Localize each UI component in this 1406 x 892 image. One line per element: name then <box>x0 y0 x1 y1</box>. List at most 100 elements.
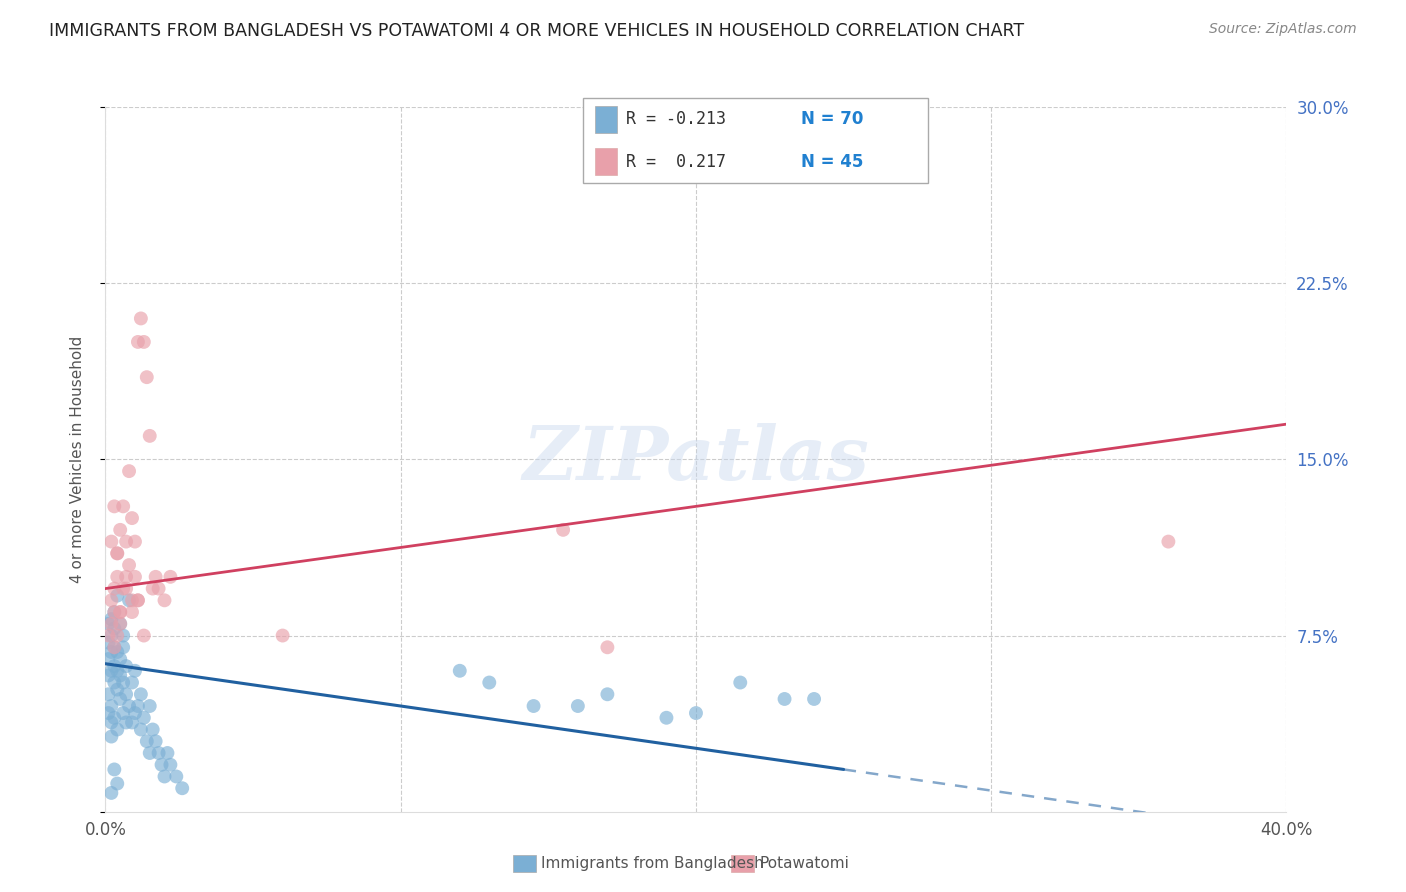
Point <box>145 734 167 748</box>
Point <box>148 582 170 596</box>
Point <box>103 605 125 619</box>
Point <box>478 675 501 690</box>
Y-axis label: 4 or more Vehicles in Household: 4 or more Vehicles in Household <box>70 335 84 583</box>
Point <box>100 593 122 607</box>
Point <box>150 757 173 772</box>
Point <box>100 616 122 631</box>
Point <box>100 534 122 549</box>
Point <box>103 763 125 777</box>
Point <box>105 645 128 659</box>
Point <box>135 734 157 748</box>
Text: Source: ZipAtlas.com: Source: ZipAtlas.com <box>1209 22 1357 37</box>
Point <box>773 692 796 706</box>
Text: ZIPatlas: ZIPatlas <box>523 423 869 496</box>
Point <box>105 546 128 560</box>
Point <box>100 699 122 714</box>
Text: Potawatomi: Potawatomi <box>759 856 849 871</box>
Point <box>449 664 471 678</box>
Point <box>110 605 132 619</box>
Point <box>97 706 120 720</box>
Point <box>115 659 138 673</box>
Text: N = 45: N = 45 <box>801 153 863 170</box>
Point <box>685 706 707 720</box>
Point <box>129 723 152 737</box>
Point <box>121 511 143 525</box>
Point <box>115 570 138 584</box>
Point <box>112 582 135 596</box>
Point <box>97 635 120 649</box>
Point <box>103 500 125 514</box>
Point <box>522 699 544 714</box>
Point <box>103 675 125 690</box>
Point <box>115 687 138 701</box>
Point <box>105 628 128 642</box>
Point <box>728 675 751 690</box>
Point <box>105 723 128 737</box>
Point <box>138 699 162 714</box>
Point <box>127 593 149 607</box>
Point <box>145 570 167 584</box>
Point <box>110 523 132 537</box>
Point <box>124 534 146 549</box>
Point <box>105 682 128 697</box>
Point <box>142 723 165 737</box>
Point <box>103 711 125 725</box>
Point <box>172 781 194 796</box>
Point <box>124 664 146 678</box>
Point <box>105 589 128 603</box>
Point <box>103 605 125 619</box>
Point <box>118 699 141 714</box>
Point <box>118 593 141 607</box>
Point <box>127 699 149 714</box>
Point <box>103 640 125 655</box>
Point <box>127 593 149 607</box>
Point <box>103 622 125 636</box>
Point <box>142 582 165 596</box>
Point <box>112 628 135 642</box>
Point <box>121 593 143 607</box>
Point <box>110 692 132 706</box>
Point <box>129 687 152 701</box>
Point <box>551 523 574 537</box>
Point <box>97 668 120 682</box>
Point <box>110 605 132 619</box>
Point <box>110 616 132 631</box>
Point <box>132 628 155 642</box>
Point <box>124 570 146 584</box>
Point <box>112 500 135 514</box>
Point <box>115 582 138 596</box>
Text: IMMIGRANTS FROM BANGLADESH VS POTAWATOMI 4 OR MORE VEHICLES IN HOUSEHOLD CORRELA: IMMIGRANTS FROM BANGLADESH VS POTAWATOMI… <box>49 22 1025 40</box>
Point <box>118 558 141 573</box>
Point <box>110 668 132 682</box>
Point <box>97 687 120 701</box>
Point <box>105 776 128 790</box>
Point <box>132 334 155 349</box>
Point <box>153 769 176 784</box>
Point <box>803 692 825 706</box>
Point <box>165 769 187 784</box>
Point <box>103 582 125 596</box>
Point <box>148 746 170 760</box>
Point <box>110 652 132 666</box>
Point <box>271 628 294 642</box>
Point <box>129 311 152 326</box>
Point <box>159 757 181 772</box>
Point <box>118 464 141 478</box>
Point <box>105 664 128 678</box>
Point <box>100 628 122 642</box>
Point <box>100 786 122 800</box>
Point <box>121 675 143 690</box>
Point <box>121 605 143 619</box>
Point <box>115 534 138 549</box>
Point <box>159 570 181 584</box>
Point <box>156 746 179 760</box>
Point <box>100 730 122 744</box>
Point <box>112 675 135 690</box>
Point <box>105 546 128 560</box>
Point <box>124 706 146 720</box>
Text: R = -0.213: R = -0.213 <box>626 111 725 128</box>
Point <box>138 429 162 443</box>
Point <box>100 715 122 730</box>
Point <box>596 640 619 655</box>
Point <box>567 699 589 714</box>
